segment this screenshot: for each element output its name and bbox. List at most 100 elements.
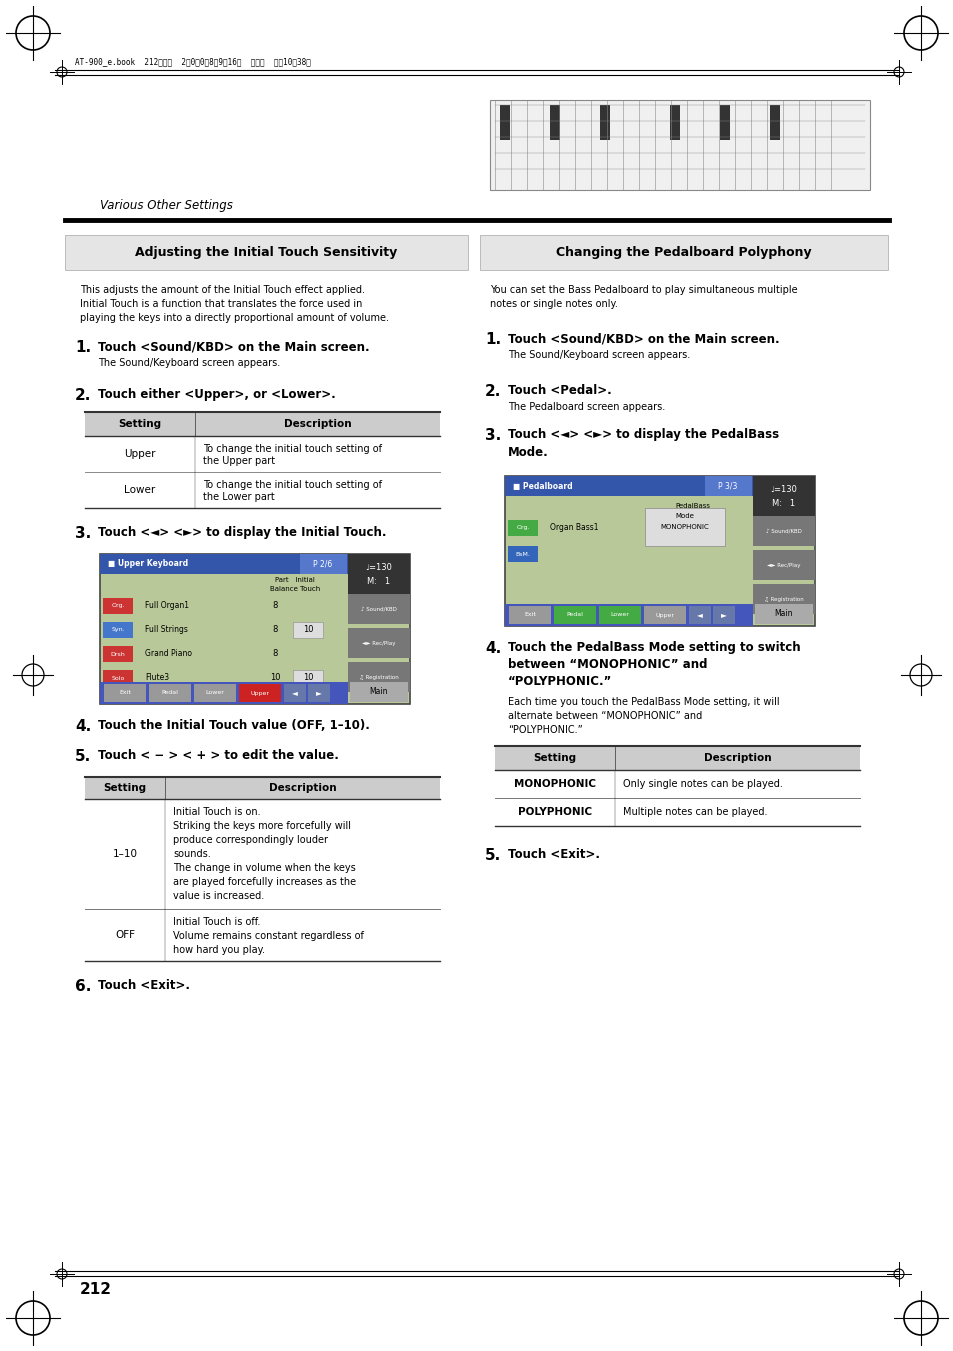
Text: This adjusts the amount of the Initial Touch effect applied.: This adjusts the amount of the Initial T… [80, 285, 365, 295]
Text: 212: 212 [80, 1282, 112, 1297]
Text: Touch <Exit>.: Touch <Exit>. [98, 979, 190, 992]
Text: 1.: 1. [484, 332, 500, 347]
Text: Pedal: Pedal [566, 612, 583, 617]
Text: Solo: Solo [112, 676, 125, 681]
Text: Full Organ1: Full Organ1 [145, 601, 189, 611]
Text: Setting: Setting [103, 784, 147, 793]
Bar [165, 777, 439, 798]
Text: ■ Pedalboard: ■ Pedalboard [513, 481, 572, 490]
Text: To change the initial touch setting of: To change the initial touch setting of [203, 480, 381, 490]
Bar [495, 746, 615, 770]
Bar [752, 584, 814, 613]
Text: OFF: OFF [115, 929, 135, 940]
Bar [643, 607, 685, 624]
Bar [504, 476, 814, 626]
Text: value is increased.: value is increased. [172, 892, 264, 901]
Text: 2.: 2. [75, 388, 91, 403]
Text: Description: Description [283, 419, 351, 430]
Text: MONOPHONIC: MONOPHONIC [659, 524, 709, 530]
Text: Mode: Mode [675, 513, 693, 519]
Text: 5.: 5. [484, 848, 500, 863]
Bar [504, 476, 752, 496]
Text: PedalBass: PedalBass [675, 503, 709, 509]
Bar [65, 235, 468, 270]
Bar [499, 105, 510, 141]
Text: Main: Main [774, 609, 792, 619]
Text: Touch <Sound/KBD> on the Main screen.: Touch <Sound/KBD> on the Main screen. [98, 340, 369, 353]
Text: Grand Piano: Grand Piano [145, 650, 192, 658]
Text: Upper: Upper [655, 612, 674, 617]
Text: M:   1: M: 1 [367, 577, 390, 585]
Text: Volume remains constant regardless of: Volume remains constant regardless of [172, 931, 363, 942]
Bar [85, 471, 439, 508]
Text: Balance Touch: Balance Touch [270, 586, 320, 592]
Bar [100, 554, 410, 704]
Bar [599, 105, 609, 141]
Text: You can set the Bass Pedalboard to play simultaneous multiple: You can set the Bass Pedalboard to play … [490, 285, 797, 295]
Text: ►: ► [315, 689, 321, 697]
Bar [284, 684, 306, 703]
Text: Upper: Upper [251, 690, 269, 696]
Text: 8: 8 [272, 626, 277, 635]
Text: “POLYPHONIC.”: “POLYPHONIC.” [507, 676, 612, 688]
Bar [704, 476, 751, 496]
Bar [554, 607, 596, 624]
Bar [299, 554, 347, 574]
Bar [507, 520, 537, 536]
Text: Changing the Pedalboard Polyphony: Changing the Pedalboard Polyphony [556, 246, 811, 259]
Bar [104, 684, 146, 703]
Text: P 3/3: P 3/3 [718, 481, 737, 490]
Text: Only single notes can be played.: Only single notes can be played. [622, 780, 782, 789]
Bar [85, 777, 165, 798]
Text: Drsh: Drsh [111, 651, 125, 657]
Bar [293, 621, 323, 638]
Text: Setting: Setting [533, 753, 576, 763]
Text: Mode.: Mode. [507, 446, 548, 459]
Text: ♩=130: ♩=130 [770, 485, 797, 493]
Text: “POLYPHONIC.”: “POLYPHONIC.” [507, 725, 582, 735]
Text: the Lower part: the Lower part [203, 492, 274, 503]
Text: 3.: 3. [484, 428, 500, 443]
Text: 8: 8 [272, 601, 277, 611]
Bar [348, 628, 410, 658]
Circle shape [57, 1269, 67, 1279]
Text: ♫ Registration: ♫ Registration [763, 597, 803, 601]
Text: ♩=130: ♩=130 [365, 562, 392, 571]
Bar [507, 546, 537, 562]
Text: 2.: 2. [484, 384, 501, 399]
Bar [194, 412, 439, 436]
Text: 10: 10 [302, 626, 313, 635]
Text: Initial Touch is off.: Initial Touch is off. [172, 917, 260, 927]
Text: notes or single notes only.: notes or single notes only. [490, 299, 618, 309]
Bar [239, 684, 281, 703]
Text: 1–10: 1–10 [112, 848, 137, 859]
Text: Org.: Org. [112, 604, 125, 608]
Bar [550, 105, 559, 141]
Text: M:   1: M: 1 [772, 499, 795, 508]
Bar [103, 598, 132, 613]
Text: 4.: 4. [75, 719, 91, 734]
Text: Each time you touch the PedalBass Mode setting, it will: Each time you touch the PedalBass Mode s… [507, 697, 779, 707]
Text: 5.: 5. [75, 748, 91, 765]
Text: The Sound/Keyboard screen appears.: The Sound/Keyboard screen appears. [98, 358, 280, 367]
Bar [100, 554, 348, 574]
Text: POLYPHONIC: POLYPHONIC [517, 807, 592, 817]
Bar [103, 621, 132, 638]
Text: Touch either <Upper>, or <Lower>.: Touch either <Upper>, or <Lower>. [98, 388, 335, 401]
Bar [720, 105, 729, 141]
Text: Main: Main [370, 688, 388, 697]
Text: Touch the Initial Touch value (OFF, 1–10).: Touch the Initial Touch value (OFF, 1–10… [98, 719, 370, 732]
Text: ■ Upper Keyboard: ■ Upper Keyboard [108, 559, 188, 569]
Text: Various Other Settings: Various Other Settings [100, 199, 233, 212]
Text: Touch <◄> <►> to display the PedalBass: Touch <◄> <►> to display the PedalBass [507, 428, 779, 440]
Text: ♫ Registration: ♫ Registration [358, 674, 398, 680]
Text: Part   Initial: Part Initial [274, 577, 314, 584]
Text: Org.: Org. [516, 526, 529, 531]
Circle shape [893, 1269, 903, 1279]
Text: The Pedalboard screen appears.: The Pedalboard screen appears. [507, 403, 664, 412]
Text: Lower: Lower [610, 612, 629, 617]
Text: Upper: Upper [124, 449, 155, 459]
Text: Touch <Sound/KBD> on the Main screen.: Touch <Sound/KBD> on the Main screen. [507, 332, 779, 345]
Bar [103, 670, 132, 686]
Bar [100, 682, 348, 704]
